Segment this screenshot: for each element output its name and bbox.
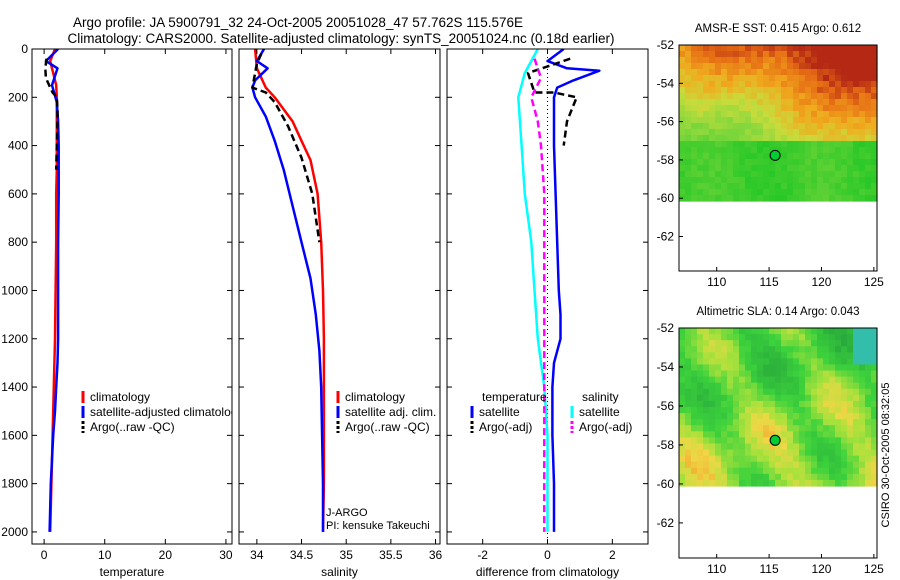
map-x-tick-label: 110 [707,562,726,576]
y-tick-label: 200 [8,90,28,104]
map-amsr-e-sst: AMSR-E SST: 0.415 Argo: 0.612 110 115 120 12… [657,23,885,289]
map-field [679,45,878,202]
series-line-1 [526,57,578,146]
x-axis-label: salinity [321,565,358,579]
argo-position-marker [769,434,781,446]
series-line-0 [546,49,601,532]
map-y-tick-label: -54 [657,360,675,374]
series-line-1 [251,49,325,532]
x-tick-label: 35 [340,548,354,562]
x-tick-label: 10 [98,548,112,562]
figure-title-line-2: Climatology: CARS2000. Satellite-adjuste… [67,31,614,46]
map-y-tick-label: -56 [657,399,675,413]
legend-label-0: climatology [90,390,150,404]
series-line-2 [251,53,321,243]
legend-label-2: Argo(..raw -QC) [345,420,430,434]
x-axis-label: temperature [100,565,165,579]
legend-label-3: Argo(-adj) [579,420,632,434]
plot-frame [238,48,441,545]
x-tick-label: 35.5 [379,548,403,562]
series-line-2 [517,49,549,532]
x-tick-label: 34.5 [290,548,314,562]
y-tick-label: 0 [21,42,28,56]
x-tick-label: 2 [609,548,616,562]
map-x-tick-label: 110 [707,275,726,289]
chart-difference: -2 0 2 difference from climatology temperatu… [446,48,649,579]
y-tick-label: 600 [8,187,28,201]
x-tick-label: -2 [477,548,488,562]
y-tick-label: 1600 [1,428,28,442]
map-y-tick-label: -54 [657,76,675,90]
x-tick-label: 30 [219,548,233,562]
map-field [679,328,878,487]
x-tick-label: 20 [159,548,173,562]
y-tick-label: 1400 [1,380,28,394]
map-altimetric-sla: Altimetric SLA: 0.14 Argo: 0.043 110 115 12… [657,306,885,576]
map-y-tick-label: -62 [657,516,675,530]
map-x-tick-label: 125 [864,562,884,576]
annotation-line-1: PI: kensuke Takeuchi [326,520,430,532]
credit-timestamp: CSIRO 30-Oct-2005 08:32:05 [880,383,892,528]
chart-temperature: 0 10 20 30 0 200 400 600 800 1000 1200 1400 1600 1800… [1,42,243,579]
annotation-line-0: J-ARGO [326,507,368,519]
series-line-3 [530,58,546,532]
legend-label-1: Argo(-adj) [479,420,532,434]
series-line-0 [253,49,326,532]
legend-label-0: satellite [479,405,520,419]
legend-label-2: Argo(..raw -QC) [90,420,175,434]
map-frame [678,327,878,559]
plot-frame [31,48,233,545]
series-line-2 [44,58,59,170]
y-tick-label: 1000 [1,283,28,297]
map-y-tick-label: -52 [657,38,675,52]
x-tick-label: 36 [429,548,443,562]
y-tick-label: 800 [8,235,28,249]
series-line-1 [44,49,60,532]
x-tick-label: 34 [250,548,264,562]
legend-header-0: temperature [482,390,547,404]
map-y-tick-label: -60 [657,191,675,205]
map-y-tick-label: -58 [657,153,675,167]
legend-label-1: satellite adj. clim. [345,405,436,419]
y-tick-label: 400 [8,139,28,153]
map-x-tick-label: 120 [811,562,831,576]
y-tick-label: 2000 [1,525,28,539]
map-y-tick-label: -52 [657,321,675,335]
map-x-tick-label: 125 [864,275,884,289]
x-tick-label: 0 [41,548,48,562]
legend-label-1: satellite-adjusted climatology [90,405,243,419]
map-y-tick-label: -62 [657,230,675,244]
map-x-tick-label: 120 [811,275,831,289]
legend-header-1: salinity [582,390,619,404]
figure-title-line-1: Argo profile: JA 5900791_32 24-Oct-2005 … [73,15,523,30]
legend-label-2: satellite [579,405,620,419]
map-x-tick-label: 115 [760,562,779,576]
x-axis-label: difference from climatology [476,565,619,579]
map-x-tick-label: 115 [760,275,779,289]
chart-salinity: 34 34.5 35 35.5 36 salinity climatologysatelli… [238,48,443,579]
y-tick-label: 1200 [1,332,28,346]
map-y-tick-label: -60 [657,477,675,491]
map-title: AMSR-E SST: 0.415 Argo: 0.612 [695,23,861,35]
map-frame [678,44,878,272]
map-title: Altimetric SLA: 0.14 Argo: 0.043 [696,306,859,318]
argo-position-marker [769,149,781,161]
legend-label-0: climatology [345,390,405,404]
x-tick-label: 0 [544,548,551,562]
y-tick-label: 1800 [1,477,28,491]
map-y-tick-label: -56 [657,115,675,129]
map-y-tick-label: -58 [657,438,675,452]
